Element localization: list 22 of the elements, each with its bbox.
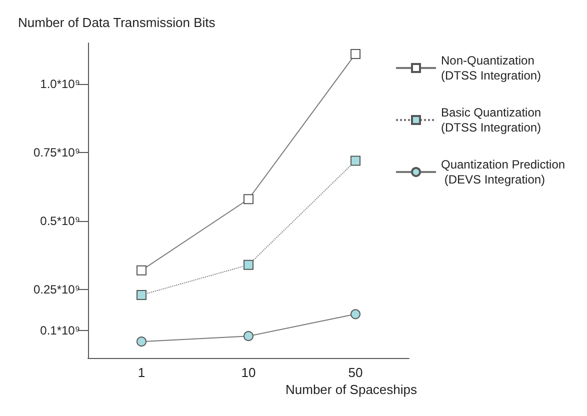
y-tick-label: 1.0*10⁹ [40, 77, 80, 92]
point [136, 265, 146, 276]
point [350, 156, 360, 166]
legend-label: Non-Quantization (DTSS Integration) [441, 54, 542, 82]
point [244, 260, 254, 270]
point [136, 336, 146, 347]
x-axis-title: Number of Spaceships [286, 382, 418, 397]
point [136, 290, 146, 300]
x-tick-label: 50 [348, 365, 363, 380]
y-axis-title: Number of Data Transmission Bits [18, 15, 216, 30]
y-tick-label: 0.25*10⁹ [33, 282, 80, 297]
point [350, 309, 360, 320]
x-tick-label: 10 [241, 365, 256, 380]
x-tick-label: 1 [138, 365, 146, 380]
y-tick-label: 0.1*10⁹ [40, 324, 80, 338]
y-tick-label: 0.75*10⁹ [33, 146, 80, 160]
point [350, 48, 360, 59]
point [244, 194, 254, 204]
legend-label: Basic Quantization (DTSS Integration) [441, 106, 544, 134]
point [244, 331, 254, 342]
y-tick-label: 0.5*10⁹ [40, 214, 80, 228]
legend-label: Quantization Prediction (DEVS Integration) [441, 158, 566, 186]
